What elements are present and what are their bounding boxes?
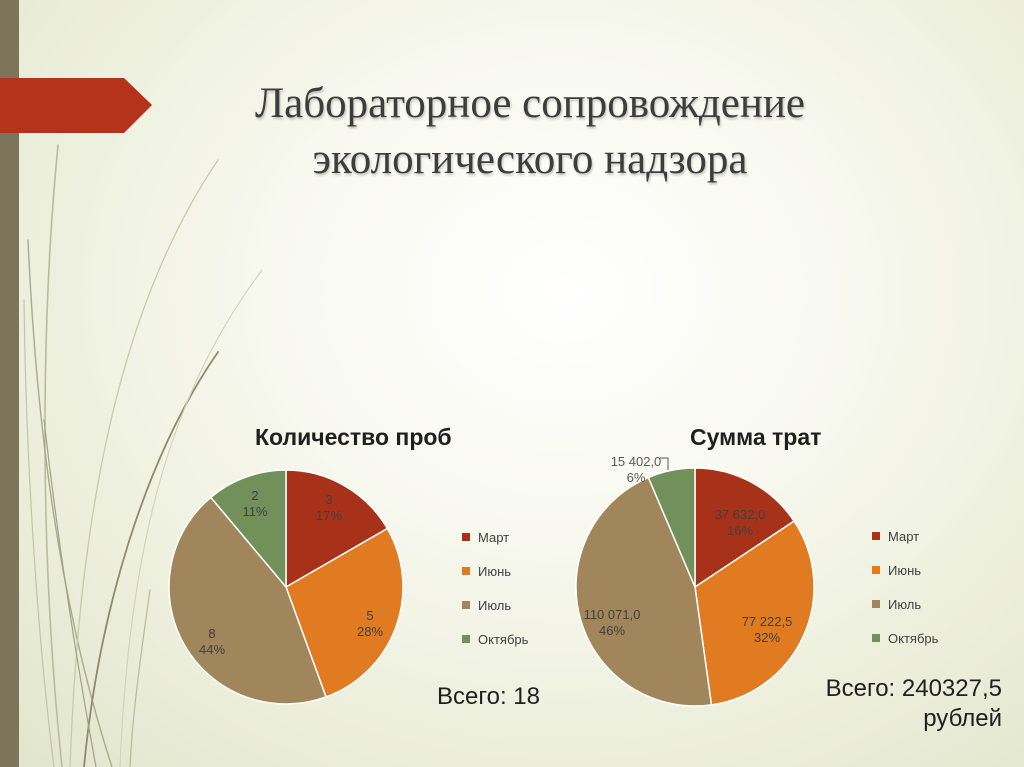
legend-item-june: Июнь bbox=[872, 553, 938, 587]
chart-2-leader-line bbox=[660, 457, 669, 470]
legend-item-july: Июль bbox=[462, 588, 528, 622]
chart-2-data-label-march: 37 632,0 16% bbox=[715, 507, 766, 538]
legend-swatch-march bbox=[462, 533, 470, 541]
chart-1-data-label-june: 5 28% bbox=[357, 608, 383, 639]
legend-label-october: Октябрь bbox=[478, 631, 529, 647]
chart-1-data-label-october: 2 11% bbox=[242, 488, 267, 519]
chart-1-total: Всего: 18 bbox=[380, 682, 540, 712]
chart-2-data-label-june: 77 222,5 32% bbox=[742, 614, 793, 645]
chart-1-legend: Март Июнь Июль Октябрь bbox=[462, 520, 528, 656]
legend-item-october: Октябрь bbox=[462, 622, 528, 656]
legend-item-october: Октябрь bbox=[872, 621, 938, 655]
left-side-bar bbox=[0, 0, 19, 767]
legend-label-march: Март bbox=[478, 529, 510, 545]
legend-swatch-october bbox=[462, 635, 470, 643]
legend-label-july: Июль bbox=[888, 596, 922, 612]
chart-1-slice-june bbox=[285, 527, 404, 698]
legend-swatch-march bbox=[872, 532, 880, 540]
chart-2-data-label-july: 110 071,0 46% bbox=[584, 607, 641, 638]
legend-label-march: Март bbox=[888, 528, 920, 544]
legend-label-june: Июнь bbox=[888, 562, 922, 578]
legend-item-march: Март bbox=[462, 520, 528, 554]
grass-strokes bbox=[23, 144, 263, 767]
legend-swatch-june bbox=[872, 566, 880, 574]
slide-title-line-1: Лабораторное сопровождение bbox=[254, 80, 805, 127]
legend-item-june: Июнь bbox=[462, 554, 528, 588]
legend-swatch-july bbox=[872, 600, 880, 608]
chart-1-data-label-july: 8 44% bbox=[199, 626, 225, 657]
chart-2-total-line-2: рублей bbox=[923, 705, 1002, 732]
legend-swatch-july bbox=[462, 601, 470, 609]
chart-1-data-label-march: 3 17% bbox=[316, 492, 342, 523]
chart-2-title: Сумма трат bbox=[690, 424, 822, 450]
chart-2-slice-october bbox=[647, 467, 696, 588]
chart-2-total-line-1: Всего: 240327,5 bbox=[825, 675, 1002, 702]
chart-1-slice-march bbox=[285, 469, 389, 589]
legend-item-july: Июль bbox=[872, 587, 938, 621]
slide-title: Лабораторное сопровождение экологическог… bbox=[180, 76, 880, 188]
legend-label-july: Июль bbox=[478, 597, 512, 613]
legend-swatch-june bbox=[462, 567, 470, 575]
chart-2-slice-march bbox=[694, 467, 796, 589]
legend-item-march: Март bbox=[872, 519, 938, 553]
title-accent-tab bbox=[0, 78, 152, 133]
legend-swatch-october bbox=[872, 634, 880, 642]
chart-1-total-line-1: Всего: 18 bbox=[437, 683, 540, 710]
legend-label-october: Октябрь bbox=[888, 630, 939, 646]
chart-2-slice-june bbox=[694, 520, 815, 706]
chart-1-slice-july bbox=[168, 496, 327, 705]
chart-2-legend: Март Июнь Июль Октябрь bbox=[872, 519, 938, 655]
chart-2-slice-july bbox=[575, 476, 713, 707]
chart-1-slice-october bbox=[209, 469, 287, 590]
legend-label-june: Июнь bbox=[478, 563, 512, 579]
chart-2-data-label-october: 15 402,0 6% bbox=[611, 454, 662, 485]
slide-title-line-2: экологического надзора bbox=[312, 136, 748, 183]
chart-2-total: Всего: 240327,5 рублей bbox=[770, 674, 1002, 734]
chart-1-title: Количество проб bbox=[255, 424, 452, 450]
